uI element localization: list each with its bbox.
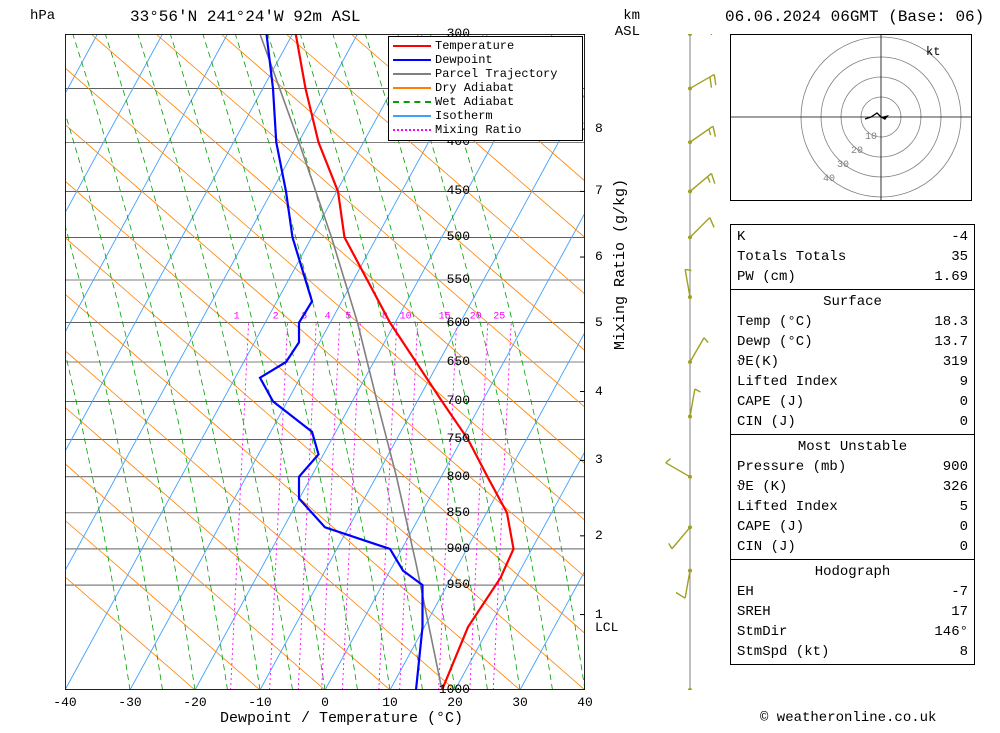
svg-text:2: 2 xyxy=(273,312,279,323)
indices-most-unstable: Most UnstablePressure (mb)900ϑE (K)326Li… xyxy=(730,434,975,560)
x-axis-label: Dewpoint / Temperature (°C) xyxy=(220,710,463,727)
y-right-unit: km ASL xyxy=(600,8,640,40)
svg-text:20: 20 xyxy=(851,146,863,157)
svg-text:5: 5 xyxy=(345,312,351,323)
svg-text:10: 10 xyxy=(865,132,877,143)
mixing-ratio-label: Mixing Ratio (g/kg) xyxy=(612,179,629,350)
date-title: 06.06.2024 06GMT (Base: 06) xyxy=(725,8,984,26)
svg-text:25: 25 xyxy=(493,312,505,323)
y-left-unit: hPa xyxy=(30,8,55,24)
legend: TemperatureDewpointParcel TrajectoryDry … xyxy=(388,36,583,141)
copyright: © weatheronline.co.uk xyxy=(760,710,936,726)
wind-barb-staff xyxy=(660,34,720,690)
svg-text:20: 20 xyxy=(470,312,482,323)
indices-surface: SurfaceTemp (°C)18.3Dewp (°C)13.7ϑE(K)31… xyxy=(730,289,975,435)
indices-hodograph: HodographEH-7SREH17StmDir146°StmSpd (kt)… xyxy=(730,559,975,665)
svg-text:4: 4 xyxy=(325,312,331,323)
skewt-container: hPa 33°56'N 241°24'W 92m ASL km ASL 06.0… xyxy=(0,0,1000,733)
svg-text:10: 10 xyxy=(400,312,412,323)
indices-tables: K-4Totals Totals35PW (cm)1.69 SurfaceTem… xyxy=(730,225,975,665)
svg-text:30: 30 xyxy=(837,160,849,171)
svg-text:40: 40 xyxy=(823,174,835,185)
hodograph: 10203040 kt xyxy=(730,34,972,201)
location-title: 33°56'N 241°24'W 92m ASL xyxy=(130,8,360,26)
indices-general: K-4Totals Totals35PW (cm)1.69 xyxy=(730,224,975,290)
svg-text:1: 1 xyxy=(234,312,240,323)
svg-text:kt: kt xyxy=(926,45,940,59)
